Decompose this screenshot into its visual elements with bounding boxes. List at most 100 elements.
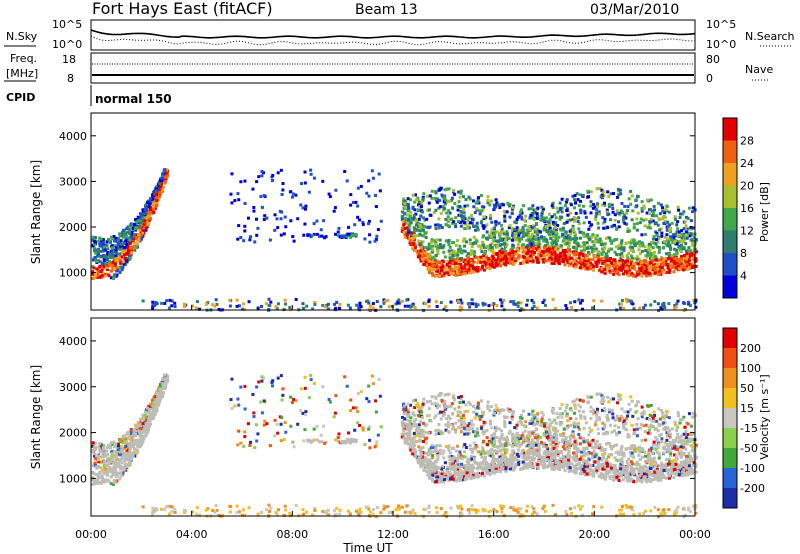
power-cell (593, 249, 597, 253)
power-cell (658, 258, 662, 262)
power-cell (502, 232, 506, 236)
power-cell (504, 254, 508, 258)
power-cell (624, 241, 628, 245)
power-cell (649, 251, 653, 255)
power-cell (502, 262, 506, 266)
power-cell (430, 196, 434, 200)
power-cell (674, 257, 678, 261)
power-cell (495, 244, 499, 248)
power-cell (694, 264, 698, 268)
velocity-cell (427, 506, 431, 510)
power-cell (517, 257, 521, 261)
power-cell (461, 219, 465, 223)
power-cell (573, 234, 577, 238)
velocity-cell (650, 446, 654, 450)
power-cell (139, 212, 143, 216)
power-cell (645, 272, 649, 276)
power-cell (482, 226, 486, 230)
velocity-cell (282, 437, 286, 441)
power-cell (494, 261, 498, 265)
velocity-cell (104, 461, 108, 465)
power-cell (519, 307, 523, 311)
velocity-cell (365, 397, 369, 401)
power-cell (104, 261, 108, 265)
velocity-cell (121, 441, 125, 445)
colorbar-segment (723, 208, 737, 231)
power-cell (318, 234, 322, 238)
power-cell (635, 257, 639, 261)
power-cell (537, 239, 541, 243)
power-cell (120, 242, 124, 246)
velocity-cell (356, 410, 360, 414)
power-cell (430, 256, 434, 260)
velocity-cell (111, 457, 115, 461)
power-cell (679, 239, 683, 243)
power-cell (688, 252, 692, 256)
power-cell (481, 301, 485, 305)
power-cell (573, 236, 577, 240)
power-cell (96, 271, 100, 275)
power-cell (609, 260, 613, 264)
power-cell (415, 220, 419, 224)
power-cell (551, 220, 555, 224)
velocity-cell (142, 428, 146, 432)
power-cell (143, 219, 147, 223)
power-cell (603, 203, 607, 207)
power-cell (416, 196, 420, 200)
power-cell (556, 223, 560, 227)
velocity-cell (551, 503, 555, 507)
power-cell (230, 172, 234, 176)
power-cell (336, 234, 340, 238)
power-cell (513, 250, 517, 254)
power-cell (527, 225, 531, 229)
velocity-cell (102, 461, 106, 465)
power-cell (252, 209, 256, 213)
power-cell (531, 226, 535, 230)
power-cell (439, 269, 443, 273)
power-cell (93, 242, 97, 246)
power-cell (422, 263, 426, 267)
power-cell (403, 304, 407, 308)
power-cell (354, 233, 358, 237)
power-cell (347, 225, 351, 229)
power-cell (95, 259, 99, 263)
velocity-cell (94, 457, 98, 461)
power-cell (544, 216, 548, 220)
power-cell (265, 216, 269, 220)
power-cell (108, 239, 112, 243)
velocity-cell (343, 375, 347, 379)
power-cell (655, 258, 659, 262)
power-cell (141, 231, 145, 235)
velocity-cell (438, 448, 442, 452)
velocity-cell (239, 385, 243, 389)
power-cell (655, 262, 659, 266)
velocity-cell (96, 458, 100, 462)
power-cell (597, 240, 601, 244)
power-cell (413, 234, 417, 238)
power-cell (581, 266, 585, 270)
power-cell (504, 236, 508, 240)
power-cell (666, 256, 670, 260)
power-cell (559, 244, 563, 248)
power-cell (668, 254, 672, 258)
power-cell (544, 228, 548, 232)
power-cell (567, 244, 571, 248)
velocity-cell (688, 510, 692, 514)
power-cell (680, 246, 684, 250)
colorbar-frame (722, 117, 738, 299)
power-cell (651, 268, 655, 272)
power-cell (120, 244, 124, 248)
power-cell (481, 303, 485, 307)
velocity-cell (259, 400, 263, 404)
power-cell (560, 215, 564, 219)
power-cell (520, 246, 524, 250)
power-cell (119, 261, 123, 265)
power-cell (476, 200, 480, 204)
velocity-cell (302, 439, 306, 443)
power-cell (685, 257, 689, 261)
power-cell (444, 305, 448, 309)
power-cell (135, 233, 139, 237)
power-cell (662, 245, 666, 249)
power-cell (265, 302, 269, 306)
power-cell (103, 245, 107, 249)
